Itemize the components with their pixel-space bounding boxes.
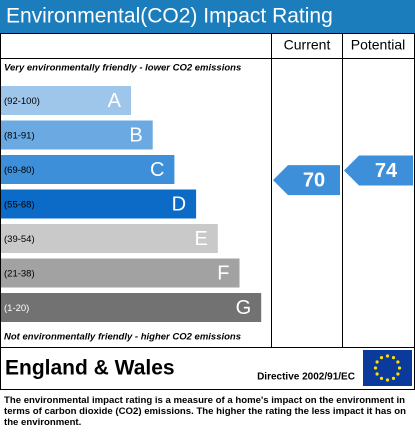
band	[1, 86, 131, 115]
rating-value: 70	[303, 169, 325, 191]
band	[1, 293, 262, 322]
band	[1, 189, 197, 219]
top-note: Very environmentally friendly - lower CO…	[4, 63, 241, 74]
band-letter: E	[194, 228, 207, 250]
band-range: (21-38)	[4, 269, 35, 280]
band-range: (1-20)	[4, 303, 29, 314]
column-header: Current	[284, 37, 331, 53]
band	[1, 120, 153, 150]
column-header: Potential	[351, 37, 405, 53]
chart: Environmental(CO2) Impact Rating Current…	[0, 0, 415, 390]
rating-value: 74	[375, 160, 398, 182]
star	[375, 372, 379, 376]
band-range: (92-100)	[4, 96, 40, 107]
star	[385, 354, 390, 358]
bottom-note: Not environmentally friendly - higher CO…	[4, 332, 241, 343]
directive: Directive 2002/91/EC	[257, 372, 355, 383]
star	[379, 376, 384, 380]
band-letter: F	[217, 262, 229, 284]
band-range: (39-54)	[4, 234, 35, 245]
rating-arrow	[273, 165, 340, 196]
star	[396, 360, 400, 364]
footer: The environmental impact rating is a mea…	[4, 395, 406, 428]
band-letter: D	[172, 193, 186, 215]
band-range: (81-91)	[4, 131, 35, 142]
band	[1, 224, 218, 253]
star	[391, 356, 396, 360]
title-bar	[0, 0, 415, 33]
star	[379, 356, 384, 360]
region: England & Wales	[5, 357, 175, 380]
band-letter: G	[236, 297, 252, 319]
star	[391, 376, 396, 380]
band-letter: B	[129, 124, 142, 146]
star	[396, 372, 400, 376]
band-letter: A	[108, 90, 122, 112]
star	[385, 378, 390, 382]
eu-stars	[373, 354, 402, 382]
chart-title: Environmental(CO2) Impact Rating	[6, 5, 333, 28]
band-range: (69-80)	[4, 165, 35, 176]
band	[1, 155, 175, 184]
star	[397, 366, 402, 370]
band-range: (55-68)	[4, 200, 35, 211]
star	[373, 366, 378, 370]
band	[1, 258, 240, 288]
rating-arrow	[344, 155, 413, 186]
star	[375, 360, 379, 364]
band-letter: C	[150, 159, 164, 181]
